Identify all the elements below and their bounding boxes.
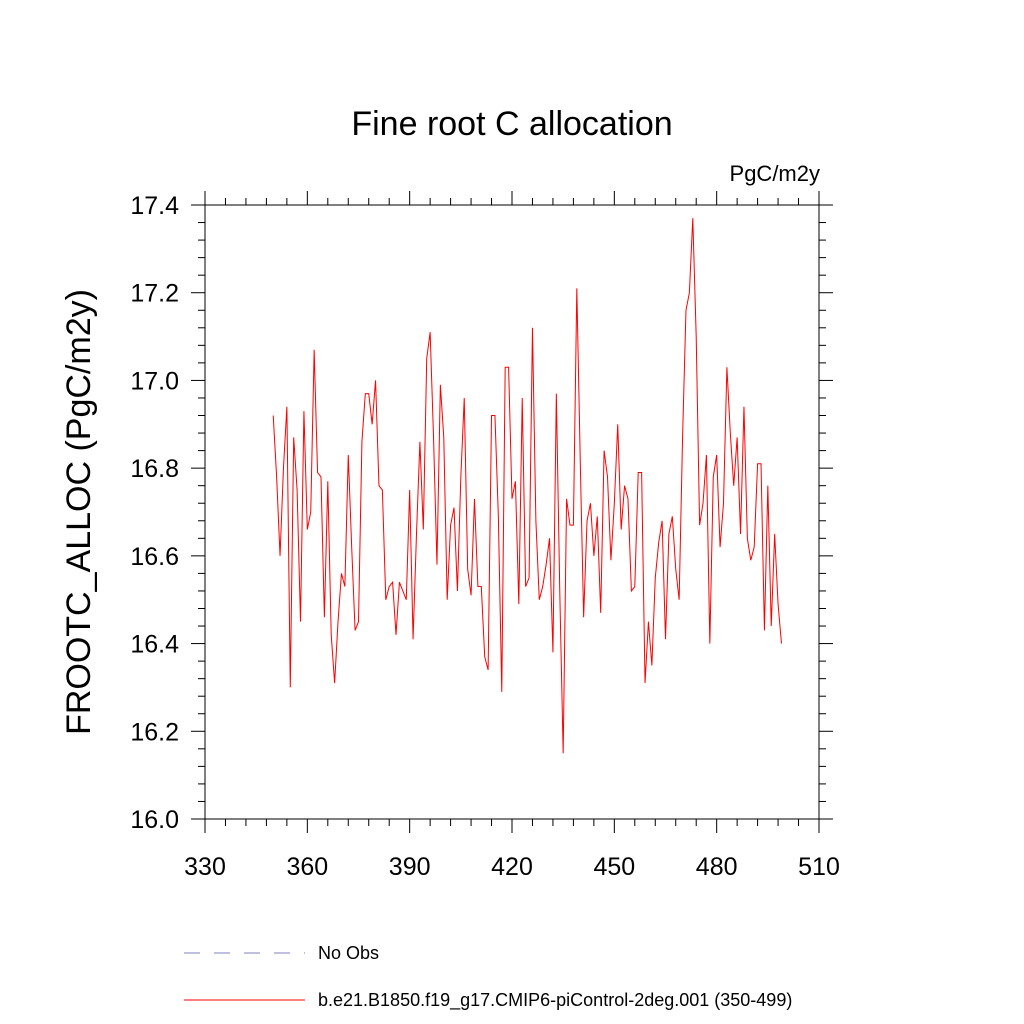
y-tick-label: 16.2 xyxy=(130,718,179,746)
y-axis-label: FROOTC_ALLOC (PgC/m2y) xyxy=(60,289,98,735)
y-tick-label: 17.0 xyxy=(130,367,179,395)
axis-tick-labels: 330 360 390 420 450 480 510 16.0 16.2 16.4 16.6 16.… xyxy=(130,192,840,881)
x-tick-label: 450 xyxy=(593,853,635,881)
legend: No Obs b.e21.B1850.f19_g17.CMIP6-piContr… xyxy=(184,943,792,1011)
x-tick-label: 480 xyxy=(696,853,738,881)
x-tick-label: 390 xyxy=(389,853,431,881)
x-tick-label: 360 xyxy=(286,853,328,881)
chart-title: Fine root C allocation xyxy=(351,105,672,143)
y-tick-label: 16.8 xyxy=(130,455,179,483)
x-tick-label: 330 xyxy=(184,853,226,881)
y-tick-label: 17.2 xyxy=(130,280,179,308)
plot-frame xyxy=(204,204,820,820)
data-series-line xyxy=(272,218,782,754)
x-tick-label: 420 xyxy=(491,853,533,881)
y-tick-label: 17.4 xyxy=(130,192,179,220)
legend-label-series: b.e21.B1850.f19_g17.CMIP6-piControl-2deg… xyxy=(318,990,792,1011)
units-label: PgC/m2y xyxy=(730,161,820,186)
x-tick-label: 510 xyxy=(798,853,840,881)
y-tick-label: 16.4 xyxy=(130,631,179,659)
y-tick-label: 16.0 xyxy=(130,806,179,834)
axis-ticks xyxy=(191,191,833,833)
y-tick-label: 16.6 xyxy=(130,543,179,571)
legend-label-no-obs: No Obs xyxy=(318,943,379,963)
